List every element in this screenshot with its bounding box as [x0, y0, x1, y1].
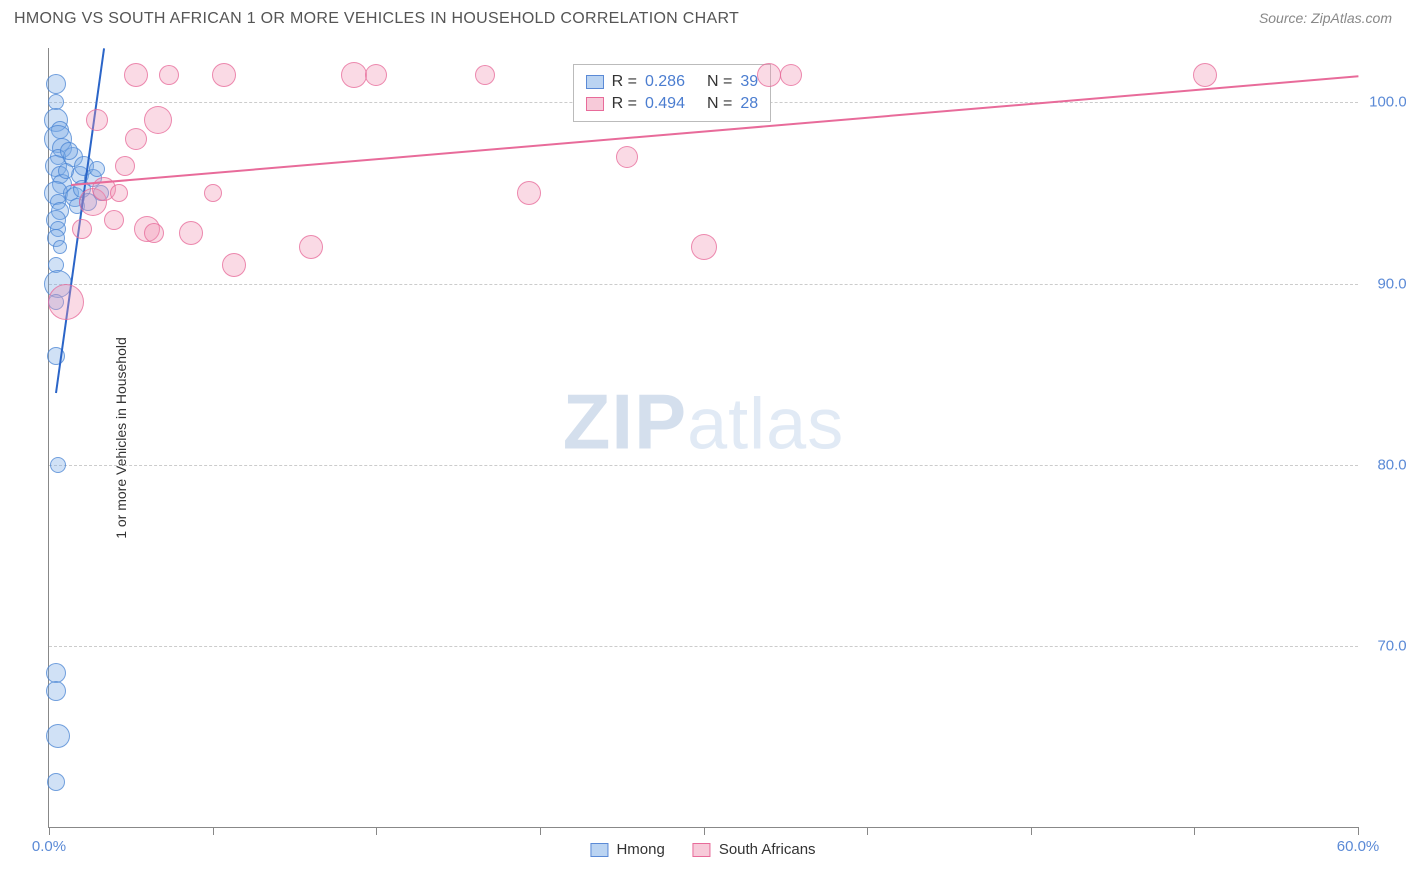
- watermark-atlas: atlas: [687, 384, 844, 464]
- x-tick-label: 60.0%: [1337, 838, 1380, 855]
- data-point-south_africans: [159, 65, 179, 85]
- legend-r-value: 0.286: [645, 73, 685, 91]
- data-point-south_africans: [365, 64, 387, 86]
- data-point-south_africans: [124, 63, 148, 87]
- data-point-south_africans: [299, 235, 323, 259]
- data-point-south_africans: [115, 156, 135, 176]
- legend-r-label: R =: [612, 95, 637, 113]
- y-tick-label: 70.0%: [1377, 637, 1406, 654]
- legend-bottom: Hmong South Africans: [590, 841, 815, 858]
- legend-bottom-label: Hmong: [616, 841, 664, 858]
- legend-n-label: N =: [707, 73, 732, 91]
- x-tick: [213, 827, 214, 835]
- x-tick: [867, 827, 868, 835]
- chart-title: HMONG VS SOUTH AFRICAN 1 OR MORE VEHICLE…: [14, 10, 739, 28]
- legend-r-value: 0.494: [645, 95, 685, 113]
- x-tick: [1194, 827, 1195, 835]
- legend-r-label: R =: [612, 73, 637, 91]
- legend-inset: R = 0.286 N = 39 R = 0.494 N = 28: [573, 64, 772, 122]
- data-point-south_africans: [104, 210, 124, 230]
- y-tick-label: 100.0%: [1369, 94, 1406, 111]
- data-point-south_africans: [204, 184, 222, 202]
- data-point-south_africans: [780, 64, 802, 86]
- gridline-h: [49, 465, 1358, 466]
- x-tick: [1031, 827, 1032, 835]
- data-point-hmong: [46, 663, 66, 683]
- y-tick-label: 80.0%: [1377, 456, 1406, 473]
- gridline-h: [49, 646, 1358, 647]
- x-tick: [704, 827, 705, 835]
- x-tick-label: 0.0%: [32, 838, 66, 855]
- data-point-hmong: [60, 142, 78, 160]
- data-point-hmong: [47, 773, 65, 791]
- legend-bottom-item: Hmong: [590, 841, 664, 858]
- data-point-south_africans: [475, 65, 495, 85]
- data-point-hmong: [58, 163, 74, 179]
- data-point-hmong: [89, 161, 105, 177]
- data-point-hmong: [46, 724, 70, 748]
- watermark-zip: ZIP: [563, 377, 687, 465]
- legend-bottom-item: South Africans: [693, 841, 816, 858]
- data-point-south_africans: [72, 219, 92, 239]
- data-point-hmong: [50, 457, 66, 473]
- data-point-south_africans: [691, 234, 717, 260]
- legend-swatch-pink-icon: [693, 843, 711, 857]
- data-point-hmong: [46, 681, 66, 701]
- data-point-south_africans: [179, 221, 203, 245]
- watermark: ZIPatlas: [563, 376, 844, 467]
- data-point-hmong: [46, 74, 66, 94]
- legend-inset-row: R = 0.286 N = 39: [586, 71, 759, 93]
- data-point-south_africans: [1193, 63, 1217, 87]
- data-point-south_africans: [125, 128, 147, 150]
- legend-inset-row: R = 0.494 N = 28: [586, 93, 759, 115]
- data-point-south_africans: [144, 223, 164, 243]
- data-point-south_africans: [212, 63, 236, 87]
- x-tick: [49, 827, 50, 835]
- legend-swatch-blue-icon: [590, 843, 608, 857]
- data-point-south_africans: [110, 184, 128, 202]
- source-attribution: Source: ZipAtlas.com: [1259, 10, 1392, 26]
- gridline-h: [49, 284, 1358, 285]
- legend-n-value: 39: [740, 73, 758, 91]
- legend-n-value: 28: [740, 95, 758, 113]
- data-point-south_africans: [517, 181, 541, 205]
- header: HMONG VS SOUTH AFRICAN 1 OR MORE VEHICLE…: [0, 0, 1406, 42]
- x-tick: [540, 827, 541, 835]
- data-point-south_africans: [616, 146, 638, 168]
- legend-n-label: N =: [707, 95, 732, 113]
- data-point-south_africans: [86, 109, 108, 131]
- plot-region: ZIPatlas 70.0%80.0%90.0%100.0%0.0%60.0%R…: [48, 48, 1358, 828]
- data-point-south_africans: [757, 63, 781, 87]
- data-point-south_africans: [222, 253, 246, 277]
- y-tick-label: 90.0%: [1377, 275, 1406, 292]
- data-point-hmong: [53, 240, 67, 254]
- x-tick: [376, 827, 377, 835]
- legend-bottom-label: South Africans: [719, 841, 816, 858]
- chart-area: 1 or more Vehicles in Household ZIPatlas…: [48, 48, 1358, 828]
- data-point-south_africans: [48, 284, 84, 320]
- legend-swatch-blue-icon: [586, 75, 604, 89]
- data-point-south_africans: [144, 106, 172, 134]
- x-tick: [1358, 827, 1359, 835]
- data-point-south_africans: [341, 62, 367, 88]
- legend-swatch-pink-icon: [586, 97, 604, 111]
